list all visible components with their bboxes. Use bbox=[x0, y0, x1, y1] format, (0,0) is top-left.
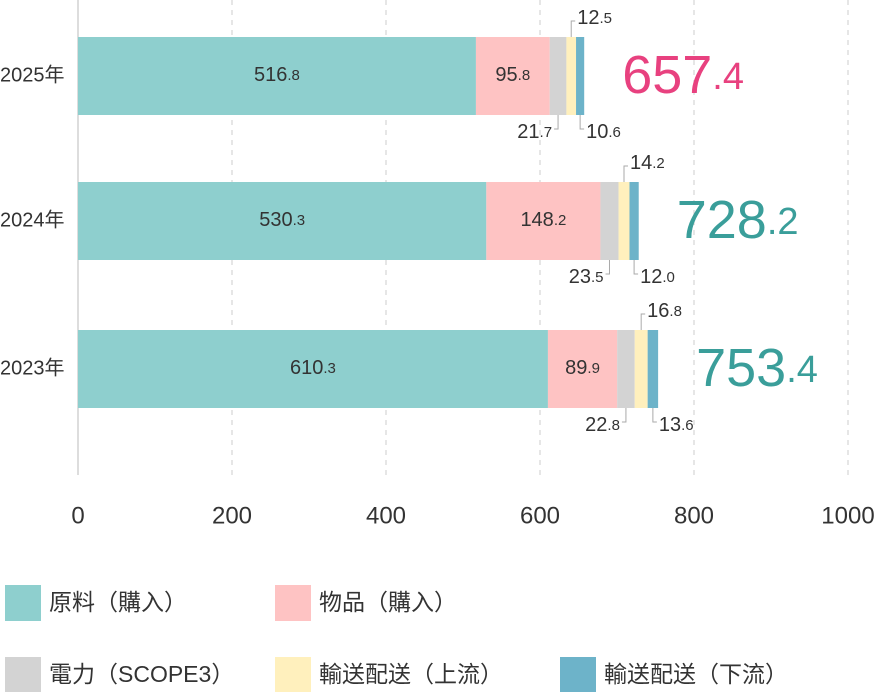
bar-segment bbox=[576, 37, 585, 115]
x-tick-label: 1000 bbox=[821, 502, 874, 529]
leader-line bbox=[605, 260, 610, 275]
legend-swatch bbox=[275, 585, 311, 621]
legend-label: 輸送配送（下流） bbox=[604, 661, 788, 687]
bar-segment bbox=[600, 182, 619, 260]
leader-line bbox=[633, 260, 639, 275]
value-label: 610.3 bbox=[290, 357, 336, 379]
bar-segment bbox=[475, 37, 550, 115]
bar-segment bbox=[78, 182, 487, 260]
bar-segment bbox=[78, 330, 548, 408]
value-label: 10.6 bbox=[586, 121, 621, 143]
total-label: 753.4 bbox=[696, 338, 818, 398]
bar-segment bbox=[486, 182, 601, 260]
legend-swatch bbox=[5, 585, 41, 621]
value-label: 148.2 bbox=[520, 209, 566, 231]
bar-segment bbox=[566, 37, 577, 115]
value-label: 516.8 bbox=[254, 64, 300, 86]
bar-segment bbox=[647, 330, 659, 408]
leader-line bbox=[621, 408, 627, 423]
value-label: 13.6 bbox=[659, 414, 694, 436]
leader-line bbox=[640, 313, 646, 330]
value-label: 16.8 bbox=[647, 300, 682, 322]
leader-line bbox=[652, 408, 657, 423]
value-label: 89.9 bbox=[565, 357, 600, 379]
value-label: 22.8 bbox=[585, 414, 620, 436]
total-label: 657.4 bbox=[622, 45, 744, 105]
legend-swatch bbox=[5, 657, 41, 693]
value-label: 23.5 bbox=[569, 266, 604, 288]
value-label: 14.2 bbox=[630, 152, 665, 174]
x-tick-label: 0 bbox=[71, 502, 84, 529]
value-label: 12.5 bbox=[577, 7, 612, 29]
value-label: 12.0 bbox=[640, 266, 675, 288]
x-tick-label: 600 bbox=[520, 502, 560, 529]
leader-line bbox=[623, 165, 629, 182]
legend-swatch bbox=[560, 657, 596, 693]
legend-label: 物品（購入） bbox=[319, 589, 457, 615]
value-label: 530.3 bbox=[259, 209, 305, 231]
bar-segment bbox=[549, 37, 567, 115]
legend-label: 電力（SCOPE3） bbox=[49, 661, 234, 687]
bar-segment bbox=[634, 330, 648, 408]
leader-line bbox=[554, 115, 559, 130]
x-tick-label: 400 bbox=[366, 502, 406, 529]
leader-line bbox=[579, 115, 585, 130]
x-tick-label: 800 bbox=[674, 502, 714, 529]
legend-label: 原料（購入） bbox=[49, 589, 187, 615]
total-label: 728.2 bbox=[677, 190, 799, 250]
bar-segment bbox=[618, 182, 630, 260]
x-tick-label: 200 bbox=[212, 502, 252, 529]
bar-segment bbox=[629, 182, 639, 260]
legend-label: 輸送配送（上流） bbox=[319, 661, 503, 687]
value-label: 95.8 bbox=[495, 64, 530, 86]
bar-segment bbox=[78, 37, 476, 115]
y-tick-label: 2023年 bbox=[0, 356, 65, 379]
y-tick-label: 2024年 bbox=[0, 208, 65, 231]
legend-swatch bbox=[275, 657, 311, 693]
bar-segment bbox=[547, 330, 618, 408]
bar-segment bbox=[617, 330, 635, 408]
value-label: 21.7 bbox=[517, 121, 552, 143]
y-tick-label: 2025年 bbox=[0, 63, 65, 86]
leader-line bbox=[570, 20, 576, 37]
